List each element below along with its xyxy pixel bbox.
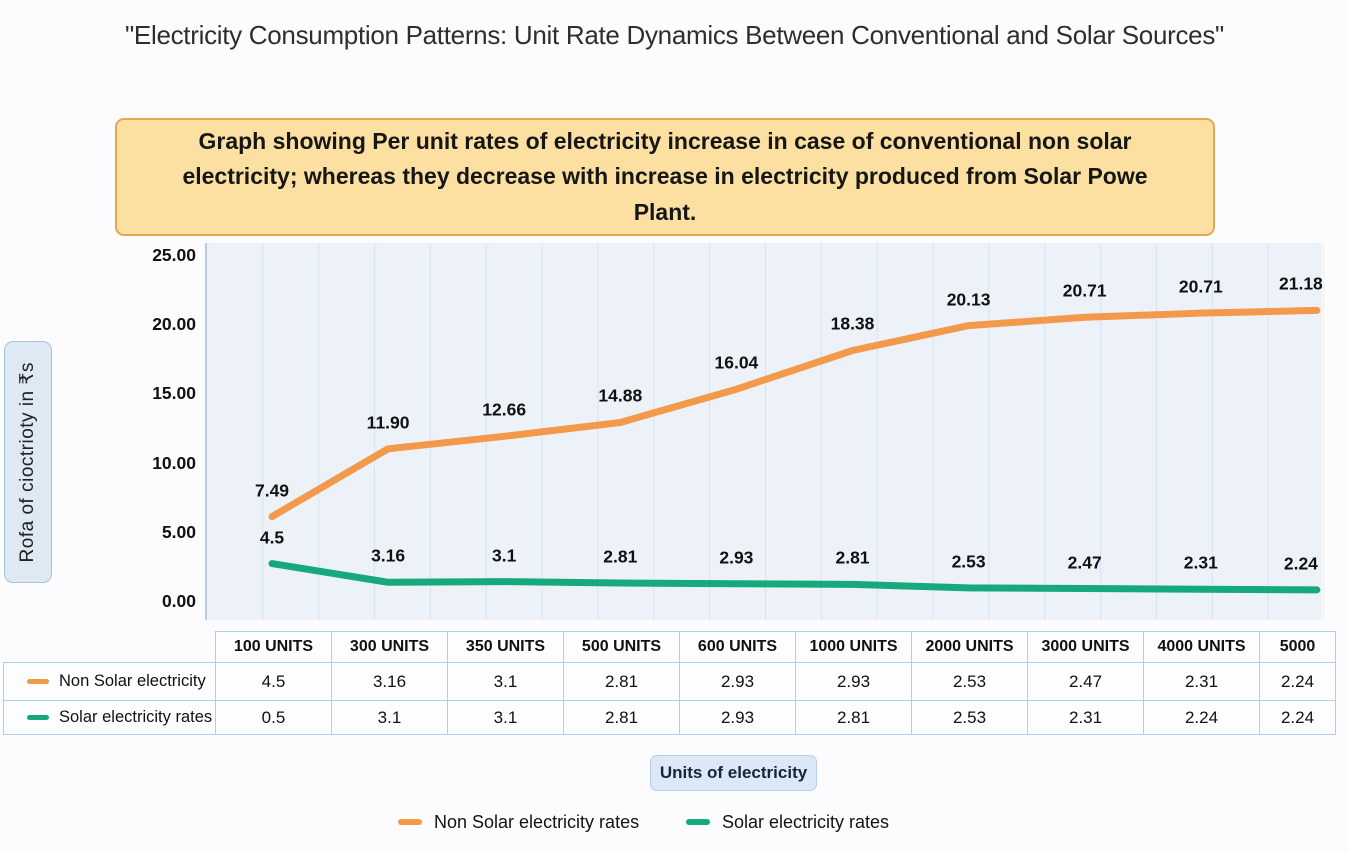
table-cell: 4.5	[215, 662, 332, 701]
solar-dash-icon	[27, 715, 49, 720]
legend-item: Non Solar electricity rates	[398, 810, 639, 834]
table-column-header: 300 UNITS	[331, 631, 448, 663]
solar-value-label: 2.93	[719, 547, 754, 568]
table-cell: 3.1	[331, 700, 448, 735]
solar-value-label: 2.24	[1283, 553, 1318, 574]
table-column-header: 4000 UNITS	[1143, 631, 1260, 663]
table-cell: 2.93	[679, 662, 796, 701]
table-column-header: 1000 UNITS	[795, 631, 912, 663]
y-axis-ticks: 25.00 20.00 15.00 10.00 5.00 0.00	[116, 243, 196, 633]
table-cell: 2.31	[1027, 700, 1144, 735]
plot-area: 7.49 11.90 12.66 14.88 16.04 18.38 20.13 20.71 2…	[205, 243, 1324, 620]
data-table: 100 UNITS 300 UNITS 350 UNITS 500 UNITS 600 …	[3, 631, 1336, 735]
legend-label: Solar electricity rates	[722, 811, 890, 832]
legend-label: Non Solar electricity rates	[434, 811, 640, 832]
table-cell: 2.81	[795, 700, 912, 735]
non-solar-value-label: 21.18	[1278, 273, 1323, 294]
table-column-header: 350 UNITS	[447, 631, 564, 663]
row-label-text: Non Solar electricity	[59, 672, 206, 690]
non-solar-legend-dash-icon	[398, 819, 422, 825]
table-row-label: Non Solar electricity	[3, 662, 216, 701]
non-solar-value-label: 7.49	[254, 480, 290, 501]
solar-value-label: 2.81	[835, 547, 870, 568]
y-axis-label: Rofa of cioctrioty in ₹s	[17, 361, 38, 563]
table-cell: 2.93	[679, 700, 796, 735]
table-column-header: 600 UNITS	[679, 631, 796, 663]
table-column-header: 500 UNITS	[563, 631, 680, 663]
y-axis-label-box: Rofa of cioctrioty in ₹s	[4, 341, 52, 583]
solar-value-label: 2.53	[951, 551, 986, 572]
non-solar-value-label: 11.90	[366, 412, 410, 433]
y-tick-label: 20.00	[152, 314, 196, 335]
y-tick-label: 15.00	[152, 383, 196, 404]
table-cell: 2.31	[1143, 662, 1260, 701]
solar-line	[268, 560, 1321, 594]
solar-value-label: 3.1	[492, 545, 517, 566]
non-solar-value-label: 18.38	[830, 313, 875, 334]
legend-item: Solar electricity rates	[686, 810, 889, 834]
table-cell: 2.53	[911, 662, 1028, 701]
table-row: Solar electricity rates 0.5 3.1 3.1 2.81 2.93…	[3, 700, 1336, 735]
table-cell: 2.24	[1259, 700, 1336, 735]
rates-table: 100 UNITS 300 UNITS 350 UNITS 500 UNITS 600 …	[3, 631, 1336, 735]
table-cell: 3.1	[447, 700, 564, 735]
x-axis-label-box: Units of electricity	[650, 755, 817, 791]
table-cell: 3.16	[331, 662, 448, 701]
non-solar-value-label: 14.88	[598, 385, 643, 406]
y-tick-label: 0.00	[161, 591, 196, 611]
table-row-label: Solar electricity rates	[3, 700, 216, 735]
table-row: Non Solar electricity 4.5 3.16 3.1 2.81 2.93 2…	[3, 662, 1336, 701]
table-cell: 2.81	[563, 662, 680, 701]
table-column-header: 2000 UNITS	[911, 631, 1028, 663]
table-cell: 2.93	[795, 662, 912, 701]
non-solar-value-label: 16.04	[714, 352, 759, 373]
non-solar-dash-icon	[27, 679, 49, 684]
table-cell: 2.24	[1143, 700, 1260, 735]
solar-legend-dash-icon	[686, 819, 710, 825]
table-cell: 2.81	[563, 700, 680, 735]
table-cell: 3.1	[447, 662, 564, 701]
non-solar-value-label: 20.13	[946, 289, 991, 310]
y-tick-label: 10.00	[152, 452, 196, 473]
row-label-text: Solar electricity rates	[59, 708, 213, 726]
table-column-header: 5000	[1259, 631, 1336, 663]
non-solar-line	[268, 306, 1321, 521]
line-chart	[262, 243, 1324, 620]
table-cell: 2.24	[1259, 662, 1336, 701]
callout-text: Graph showing Per unit rates of electric…	[182, 127, 1148, 225]
non-solar-value-label: 20.71	[1178, 276, 1223, 297]
y-tick-label: 5.00	[161, 521, 196, 542]
table-cell: 2.53	[911, 700, 1028, 735]
non-solar-value-label: 12.66	[482, 399, 527, 420]
solar-value-label: 4.5	[259, 527, 285, 548]
solar-value-label: 3.16	[371, 545, 406, 566]
table-corner-blank	[4, 632, 216, 663]
solar-value-label: 2.47	[1067, 552, 1102, 573]
y-tick-label: 25.00	[152, 245, 196, 265]
table-column-header: 100 UNITS	[215, 631, 332, 663]
page-title: "Electricity Consumption Patterns: Unit …	[125, 20, 1224, 50]
table-cell: 0.5	[215, 700, 332, 735]
table-column-header: 3000 UNITS	[1027, 631, 1144, 663]
solar-value-label: 2.81	[603, 546, 638, 567]
description-callout: Graph showing Per unit rates of electric…	[115, 118, 1215, 236]
solar-value-label: 2.31	[1183, 552, 1218, 573]
non-solar-value-label: 20.71	[1062, 280, 1107, 301]
legend: Non Solar electricity rates Solar electri…	[0, 810, 1349, 840]
table-cell: 2.47	[1027, 662, 1144, 701]
x-axis-label: Units of electricity	[659, 763, 808, 782]
